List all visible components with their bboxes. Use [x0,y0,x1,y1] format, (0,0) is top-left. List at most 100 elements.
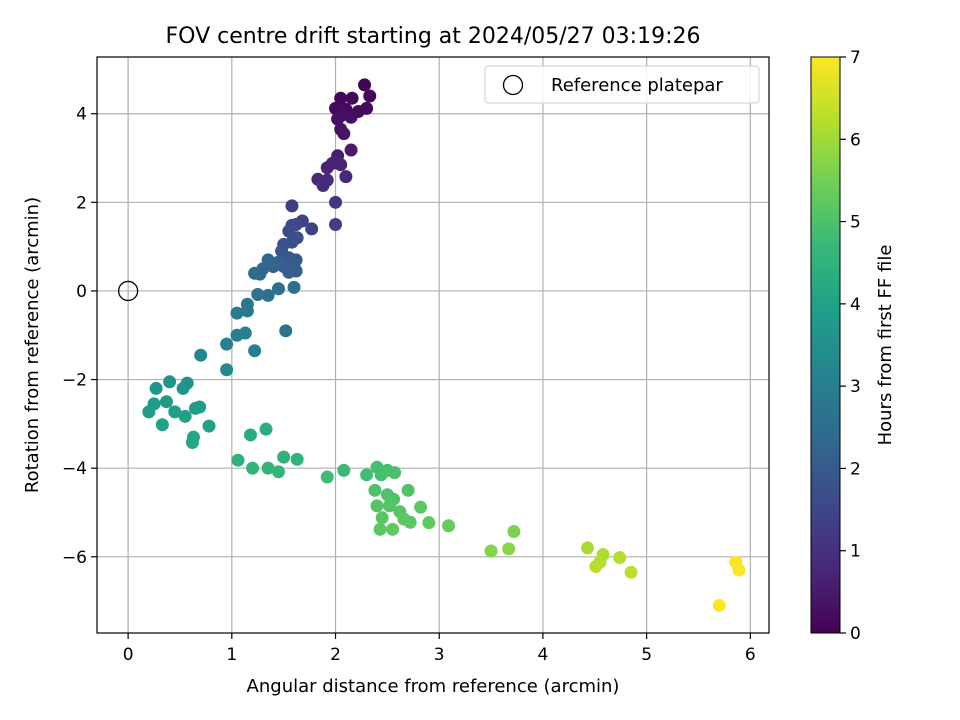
data-point [344,143,358,157]
x-tick-label: 5 [641,645,652,665]
data-point [277,450,291,464]
data-point [290,452,304,466]
data-point [220,363,234,377]
data-point [358,78,372,92]
legend-open-circle-icon [502,74,524,96]
data-point [279,324,293,338]
colorbar-tick-label: 1 [850,542,861,562]
data-point [316,178,330,192]
data-point [375,511,389,525]
data-point [624,565,638,579]
data-point [732,563,746,577]
x-tick-label: 0 [123,645,134,665]
data-point [589,560,603,574]
data-point [231,453,245,467]
data-point [414,500,428,514]
data-point [368,483,382,497]
reference-marker-layer [117,280,139,302]
y-tick-label: −4 [62,459,87,479]
data-point [240,304,254,318]
data-point [261,461,275,475]
data-point [285,199,299,213]
data-point [149,381,163,395]
data-point [382,499,396,513]
data-point [337,127,351,141]
legend: Reference platepar [484,65,760,104]
data-point [370,499,384,513]
colorbar [810,56,841,634]
data-point [712,599,726,613]
data-point [159,395,173,409]
colorbar-tick-label: 0 [850,624,861,644]
data-points [142,78,746,613]
data-point [246,461,260,475]
data-point [248,266,262,280]
colorbar-tick-label: 4 [850,295,861,315]
data-point [388,466,402,480]
y-tick-label: 2 [76,193,87,213]
data-point [142,405,156,419]
y-tick-label: 4 [76,105,87,125]
colorbar-ticks: 0 1 2 3 4 5 6 7 [840,48,861,644]
data-point [386,522,400,536]
data-point [502,542,516,556]
x-tick-label: 4 [538,645,549,665]
data-point [613,551,627,565]
x-axis-label: Angular distance from reference (arcmin) [247,676,620,697]
data-point [305,222,319,236]
reference-platepar-marker [117,280,139,302]
data-point [194,348,208,362]
colorbar-tick-label: 5 [850,213,861,233]
data-point [442,519,456,533]
data-point [320,161,334,175]
data-point [331,112,345,126]
data-point [422,516,436,530]
data-point [363,89,377,103]
y-axis-label: Rotation from reference (arcmin) [22,197,43,493]
data-point [176,381,190,395]
y-tick-label: −2 [62,371,87,391]
data-point [581,541,595,555]
data-point [339,170,353,184]
data-point [202,419,216,433]
y-tick-label: 0 [76,282,87,302]
data-point [507,525,521,539]
data-point [220,337,234,351]
data-point [261,288,275,302]
legend-box [484,65,760,104]
colorbar-tick-label: 7 [850,48,861,68]
data-point [334,158,348,172]
x-tick-label: 3 [434,645,445,665]
data-point [360,468,374,482]
colorbar-tick-label: 2 [850,459,861,479]
colorbar-tick-label: 6 [850,130,861,150]
data-point [320,470,334,484]
data-point [259,422,273,436]
colorbar-label: Hours from first FF file [875,245,896,446]
x-tick-label: 6 [745,645,756,665]
data-point [230,328,244,342]
data-point [403,515,417,529]
data-point [155,418,169,432]
x-axis-ticks: 0 1 2 3 4 5 6 [123,633,756,665]
x-tick-label: 2 [330,645,341,665]
data-point [484,544,498,558]
chart-title: FOV centre drift starting at 2024/05/27 … [166,24,701,49]
data-point [287,280,301,294]
data-point [345,91,359,105]
data-point [248,344,262,358]
plot-frame [96,56,770,634]
data-point [344,110,358,124]
data-point [329,217,343,231]
data-point [230,306,244,320]
data-point [193,400,207,414]
y-tick-label: −6 [62,548,87,568]
data-point [168,405,182,419]
legend-entry-reference: Reference platepar [551,75,723,96]
data-point [163,375,177,389]
data-point [263,256,277,270]
data-point [178,409,192,423]
data-point [334,91,348,105]
